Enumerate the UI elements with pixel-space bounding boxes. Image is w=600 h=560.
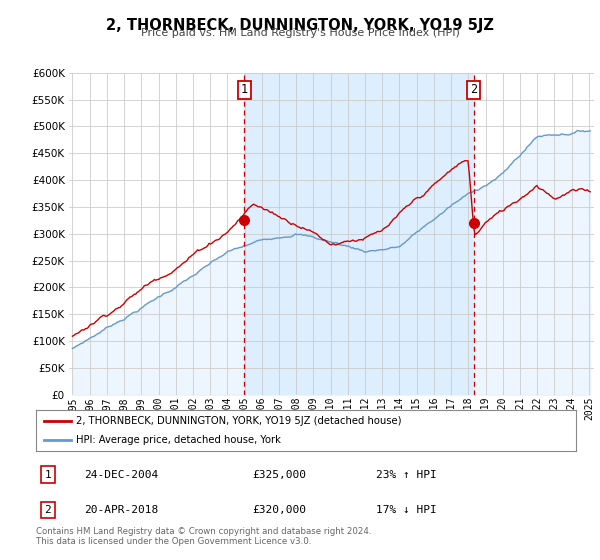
Text: 1: 1 [44,470,51,479]
Text: 23% ↑ HPI: 23% ↑ HPI [376,470,437,479]
Text: 24-DEC-2004: 24-DEC-2004 [85,470,159,479]
Text: 1: 1 [241,83,248,96]
Text: Price paid vs. HM Land Registry's House Price Index (HPI): Price paid vs. HM Land Registry's House … [140,28,460,38]
Text: Contains HM Land Registry data © Crown copyright and database right 2024.
This d: Contains HM Land Registry data © Crown c… [36,526,371,546]
Text: 17% ↓ HPI: 17% ↓ HPI [376,505,437,515]
Text: 2: 2 [470,83,477,96]
Text: £325,000: £325,000 [252,470,306,479]
Text: £320,000: £320,000 [252,505,306,515]
Text: 2: 2 [44,505,51,515]
Bar [244,73,473,395]
Text: 2, THORNBECK, DUNNINGTON, YORK, YO19 5JZ: 2, THORNBECK, DUNNINGTON, YORK, YO19 5JZ [106,18,494,33]
Text: 20-APR-2018: 20-APR-2018 [85,505,159,515]
Text: 2, THORNBECK, DUNNINGTON, YORK, YO19 5JZ (detached house): 2, THORNBECK, DUNNINGTON, YORK, YO19 5JZ… [77,417,402,426]
Text: HPI: Average price, detached house, York: HPI: Average price, detached house, York [77,435,281,445]
